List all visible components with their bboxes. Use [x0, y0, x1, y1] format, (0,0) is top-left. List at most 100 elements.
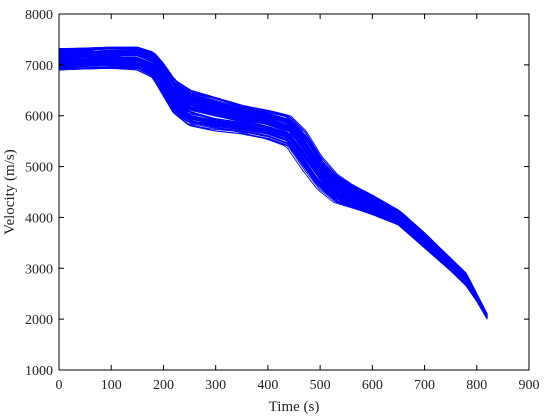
series-line	[58, 48, 488, 315]
y-axis-label: Velocity (m/s)	[2, 149, 18, 234]
y-tick-label: 7000	[25, 59, 53, 74]
series-line	[58, 61, 488, 319]
series-line	[58, 52, 488, 317]
series-line	[58, 52, 488, 316]
series-line	[58, 58, 488, 318]
series-line	[58, 61, 488, 318]
series-line	[58, 60, 488, 318]
series-line	[58, 50, 488, 316]
series-line	[58, 50, 488, 316]
series-line	[58, 64, 488, 319]
series-line	[58, 52, 488, 317]
series-line	[58, 50, 488, 316]
series-line	[58, 57, 488, 317]
series-line	[58, 58, 488, 317]
series-line	[58, 59, 488, 318]
series-line	[58, 62, 488, 318]
series-line	[58, 52, 488, 316]
series-line	[58, 56, 488, 317]
y-tick-label: 1000	[25, 364, 53, 379]
series-line	[58, 51, 488, 316]
series-line	[58, 56, 488, 317]
series-line	[58, 51, 488, 316]
series-line	[58, 54, 488, 317]
series-line	[58, 48, 488, 315]
series-line	[58, 57, 488, 317]
series-line	[58, 59, 488, 318]
series-line	[58, 51, 488, 316]
series-line	[58, 61, 488, 319]
x-axis-label: Time (s)	[269, 399, 320, 415]
series-line	[58, 52, 488, 316]
series-line	[58, 62, 488, 319]
series-line	[58, 67, 488, 319]
series-line	[58, 57, 488, 317]
x-tick-label: 500	[310, 378, 331, 393]
series-line	[58, 46, 488, 315]
series-line	[58, 62, 488, 320]
series-line	[58, 52, 488, 316]
y-tick-label: 4000	[25, 211, 53, 226]
series-line	[58, 61, 488, 319]
series-line	[58, 52, 488, 316]
series-line	[58, 58, 488, 317]
x-tick-label: 300	[205, 378, 226, 393]
series-line	[58, 56, 488, 316]
series-line	[58, 50, 488, 316]
x-tick-label: 700	[414, 378, 435, 393]
series-line	[58, 48, 488, 315]
series-line	[58, 57, 488, 317]
series-line	[58, 66, 488, 320]
series-line	[58, 60, 488, 317]
series-line	[58, 53, 488, 316]
series-line	[58, 63, 488, 319]
series-line	[58, 47, 488, 315]
series-line	[58, 52, 488, 316]
series-line	[58, 61, 488, 318]
series-line	[58, 50, 488, 316]
x-tick-label: 100	[101, 378, 122, 393]
x-tick-label: 400	[257, 378, 278, 393]
y-tick-label: 2000	[25, 313, 53, 328]
x-tick-label: 600	[362, 378, 383, 393]
x-tick-label: 800	[466, 378, 487, 393]
series-line	[58, 58, 488, 318]
series-line	[58, 53, 488, 316]
series-line	[58, 49, 488, 316]
series-line	[58, 48, 488, 316]
series-line	[58, 62, 488, 318]
series-line	[58, 67, 488, 320]
series-line	[58, 54, 488, 317]
series-line	[58, 61, 488, 318]
series-line	[58, 63, 488, 319]
series-line	[58, 46, 488, 315]
series-line	[58, 62, 488, 318]
series-line	[58, 59, 488, 318]
series-line	[58, 47, 488, 315]
series-line	[58, 59, 488, 318]
series-line	[58, 59, 488, 318]
series-line	[58, 53, 488, 316]
series-line	[58, 51, 488, 316]
series-line	[58, 60, 488, 318]
series-line	[58, 48, 488, 315]
series-line	[58, 59, 488, 317]
series-line	[58, 63, 488, 318]
x-tick-label: 0	[56, 378, 63, 393]
y-tick-label: 8000	[25, 8, 53, 23]
y-tick-label: 6000	[25, 110, 53, 125]
plot-frame	[58, 13, 530, 371]
series-line	[58, 48, 488, 315]
series-line	[58, 47, 488, 315]
series-line	[58, 58, 488, 317]
series-line	[59, 63, 488, 318]
series-line	[58, 58, 488, 318]
series-line	[58, 67, 488, 319]
y-tick-label: 3000	[25, 262, 53, 277]
x-tick-label: 200	[153, 378, 174, 393]
y-axis-ticks: 1000 2000 3000 4000 5000 6000 7000 8000	[25, 8, 529, 379]
series-line	[58, 66, 488, 320]
series-line	[58, 57, 488, 317]
